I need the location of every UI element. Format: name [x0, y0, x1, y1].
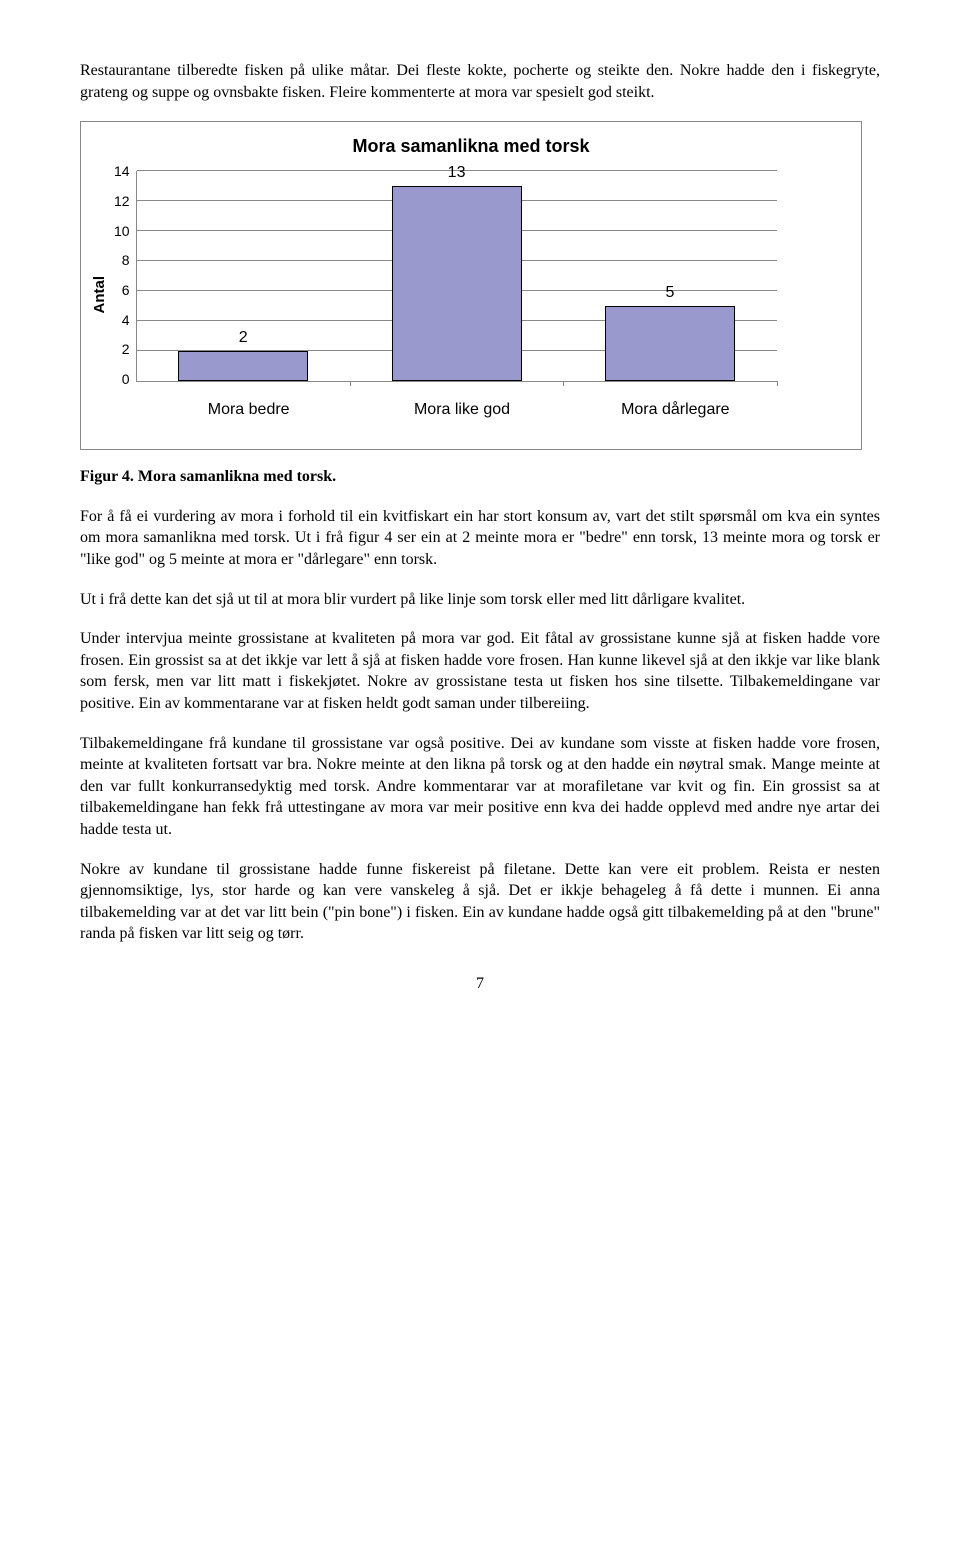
y-tick: 8 — [114, 252, 130, 268]
y-axis-label: Antal — [91, 276, 108, 314]
bar-value-label: 13 — [392, 164, 522, 182]
category-tick — [350, 381, 351, 386]
y-tick: 12 — [114, 193, 130, 209]
body-paragraph: Nokre av kundane til grossistane hadde f… — [80, 859, 880, 945]
figure-caption: Figur 4. Mora samanlikna med torsk. — [80, 466, 880, 488]
bar — [392, 186, 522, 381]
y-tick: 10 — [114, 223, 130, 239]
y-tick: 0 — [114, 371, 130, 387]
x-axis-category: Mora dårlegare — [569, 401, 782, 419]
bar — [178, 351, 308, 381]
chart-title: Mora samanlikna med torsk — [91, 136, 851, 157]
intro-paragraph: Restaurantane tilberedte fisken på ulike… — [80, 60, 880, 103]
plot-area: 2135 — [136, 171, 777, 382]
bar-value-label: 2 — [178, 329, 308, 347]
bar — [605, 306, 735, 381]
x-axis-labels: Mora bedreMora like godMora dårlegare — [142, 401, 782, 419]
x-axis-category: Mora bedre — [142, 401, 355, 419]
y-tick: 14 — [114, 163, 130, 179]
body-paragraph: Tilbakemeldingane frå kundane til grossi… — [80, 733, 880, 841]
bar-value-label: 5 — [605, 284, 735, 302]
chart-container: Mora samanlikna med torsk Antal 14 12 10… — [80, 121, 862, 450]
page-number: 7 — [80, 975, 880, 993]
y-tick: 2 — [114, 341, 130, 357]
body-paragraph: Under intervjua meinte grossistane at kv… — [80, 628, 880, 714]
body-paragraph: For å få ei vurdering av mora i forhold … — [80, 506, 880, 571]
body-paragraph: Ut i frå dette kan det sjå ut til at mor… — [80, 589, 880, 611]
x-axis-category: Mora like god — [355, 401, 568, 419]
category-tick — [563, 381, 564, 386]
category-tick — [777, 381, 778, 386]
y-tick: 6 — [114, 282, 130, 298]
y-tick: 4 — [114, 312, 130, 328]
y-axis-ticks: 14 12 10 8 6 4 2 0 — [114, 163, 136, 387]
